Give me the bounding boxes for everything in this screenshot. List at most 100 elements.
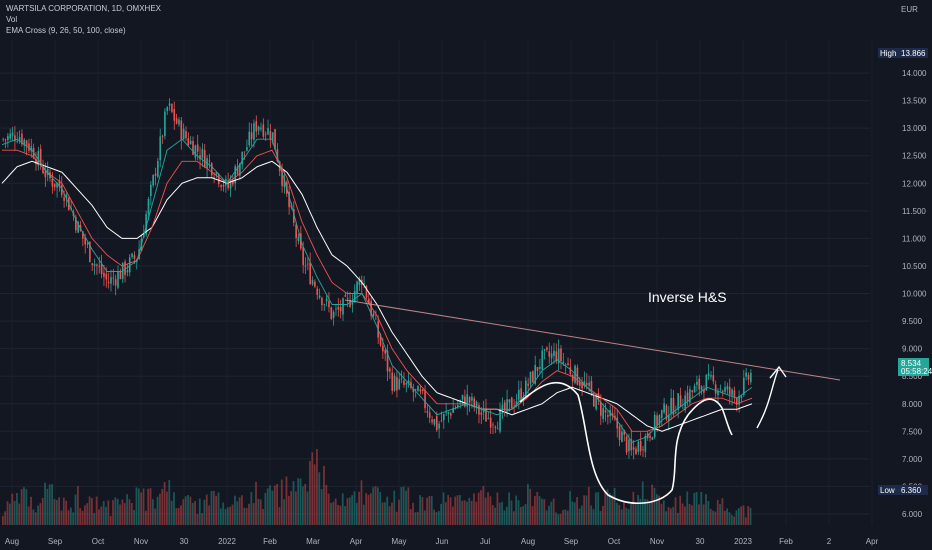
- ema-indicator-label[interactable]: EMA Cross (9, 26, 50, 100, close): [6, 26, 126, 35]
- candle-body: [595, 394, 597, 409]
- volume-bar: [686, 491, 689, 525]
- volume-bar: [358, 491, 361, 525]
- candle-body: [431, 419, 433, 423]
- candle-body: [506, 399, 508, 412]
- candle-body: [478, 405, 480, 415]
- candle-body: [548, 351, 551, 357]
- volume-bar: [702, 504, 705, 525]
- candle-body: [124, 261, 126, 276]
- candle-body: [644, 435, 647, 452]
- candle-body: [267, 127, 269, 135]
- candle-body: [346, 297, 349, 299]
- candle-body: [246, 147, 248, 151]
- volume-bar: [147, 488, 150, 525]
- volume-bar: [730, 514, 733, 525]
- volume-bar: [414, 512, 417, 525]
- volume-bar: [327, 493, 330, 525]
- volume-bar: [531, 506, 534, 525]
- candle-body: [180, 120, 183, 140]
- volume-bar: [309, 461, 311, 525]
- volume-bar: [372, 487, 375, 525]
- candle-body: [515, 401, 518, 405]
- y-tick-label: 8.500: [902, 372, 923, 381]
- candle-body: [384, 350, 387, 354]
- x-tick-label: Oct: [92, 537, 105, 546]
- volume-bar: [655, 494, 658, 525]
- candle-body: [696, 381, 698, 385]
- candle-body: [649, 435, 651, 438]
- volume-bar: [219, 508, 222, 525]
- candle-body: [517, 389, 520, 400]
- candle-body: [398, 379, 401, 389]
- candle-body: [60, 185, 63, 196]
- candle-body: [126, 270, 129, 273]
- volume-bar: [112, 500, 114, 525]
- candle-body: [740, 396, 743, 399]
- volume-bar: [444, 502, 447, 525]
- candle-body: [257, 126, 260, 131]
- time-axis: Aug Sep Oct Nov 30 2022 Feb Mar Apr May Jun Jul Aug S…: [5, 537, 879, 546]
- volume-bar: [77, 486, 79, 525]
- candle-body: [229, 179, 232, 189]
- volume-bar: [407, 487, 410, 525]
- candle-body: [110, 277, 112, 284]
- candle-body: [161, 135, 164, 137]
- volume-bar: [360, 480, 363, 525]
- candle-body: [503, 402, 506, 411]
- volume-bar: [735, 510, 738, 525]
- candle-body: [175, 118, 178, 124]
- candle-body: [400, 378, 403, 380]
- candle-body: [44, 171, 47, 178]
- candle-body: [281, 170, 283, 186]
- candle-body: [234, 166, 237, 184]
- volume-bar: [276, 484, 278, 525]
- candle-body: [147, 199, 150, 215]
- candle-body: [56, 182, 58, 188]
- volume-bar: [470, 500, 473, 525]
- candle-body: [98, 265, 101, 267]
- volume-bar: [184, 496, 187, 525]
- candle-body: [46, 168, 49, 175]
- candle-body: [241, 151, 244, 165]
- volume-bar: [344, 506, 346, 525]
- volume-bar: [463, 500, 466, 525]
- volume-bar: [639, 498, 642, 525]
- candle-body: [457, 405, 459, 408]
- candle-body: [471, 396, 473, 401]
- volume-bar: [510, 500, 513, 525]
- volume-bar: [494, 507, 496, 525]
- candle-body: [567, 363, 569, 366]
- candle-body: [742, 377, 745, 395]
- candle-body: [171, 104, 173, 112]
- candle-body: [7, 135, 9, 141]
- candle-body: [114, 279, 117, 286]
- volume-bar: [616, 502, 618, 525]
- volume-bar: [290, 491, 293, 525]
- candle-body: [330, 307, 333, 319]
- candle-body: [262, 124, 265, 137]
- candle-body: [389, 368, 391, 372]
- volume-bar: [311, 452, 314, 525]
- candle-body: [9, 133, 12, 139]
- volume-bar: [658, 495, 661, 525]
- candle-body: [276, 149, 279, 162]
- volume-bar: [695, 492, 698, 525]
- candle-body: [667, 415, 670, 421]
- volume-bar: [173, 492, 175, 525]
- volume-indicator-label[interactable]: Vol: [6, 15, 18, 24]
- symbol-title[interactable]: WARTSILA CORPORATION, 1D, OMXHEX: [6, 4, 161, 13]
- candle-body: [403, 380, 405, 385]
- svg-text:6.360: 6.360: [901, 486, 922, 495]
- candle-body: [203, 150, 206, 168]
- volume-bar: [667, 507, 670, 525]
- volume-bar: [524, 504, 527, 525]
- volume-bar: [362, 504, 365, 525]
- candle-body: [86, 243, 89, 245]
- volume-bar: [669, 508, 672, 525]
- volume-bar: [27, 506, 30, 525]
- candle-body: [105, 273, 108, 280]
- volume-bar: [81, 510, 84, 525]
- candle-body: [625, 436, 628, 453]
- y-tick-label: 11.500: [902, 207, 926, 216]
